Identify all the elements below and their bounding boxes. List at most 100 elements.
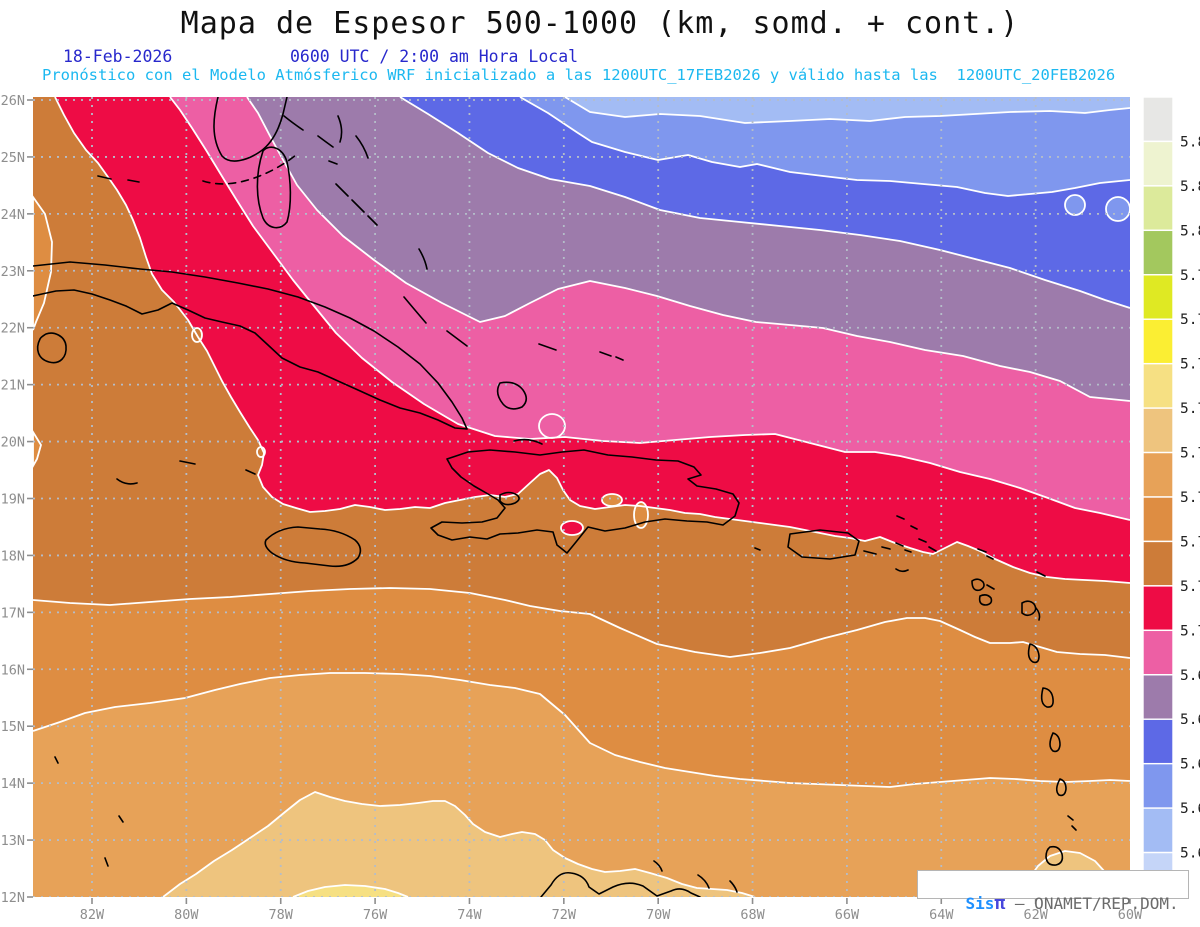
y-axis-label: 20N bbox=[1, 435, 25, 451]
coast-keys-west bbox=[97, 175, 140, 183]
coast-grenadines bbox=[1067, 815, 1077, 831]
colorbar-label: 5.688 bbox=[1180, 668, 1200, 684]
coast-st-vincent bbox=[1055, 778, 1067, 797]
colorbar-segment bbox=[1142, 496, 1174, 543]
x-axis-label: 74W bbox=[457, 907, 482, 923]
coast-st-lucia bbox=[1049, 732, 1061, 753]
coast-andros bbox=[256, 146, 292, 229]
x-axis-label: 64W bbox=[929, 907, 954, 923]
x-axis-label: 80W bbox=[174, 907, 199, 923]
colorbar-label: 5.736 bbox=[1180, 490, 1200, 506]
y-axis-label: 17N bbox=[1, 605, 25, 621]
colorbar-segment bbox=[1142, 362, 1174, 409]
valid-time-label: 0600 UTC / 2:00 am Hora Local bbox=[290, 47, 579, 66]
y-axis-label: 12N bbox=[1, 890, 25, 906]
y-axis-label: 26N bbox=[1, 93, 25, 109]
page-title: Mapa de Espesor 500-1000 (km, somd. + co… bbox=[180, 6, 1020, 41]
coast-cuba bbox=[33, 261, 468, 430]
blob-medorange-hispaniola-1 bbox=[601, 493, 623, 507]
colorbar-segment bbox=[1142, 407, 1174, 454]
colorbar: 5.831 5.819 5.807 5.795 5.783 5.772 5.76 5.748 5… bbox=[1142, 96, 1200, 898]
coast-mona-vieques bbox=[754, 547, 877, 555]
coast-bahamas-small bbox=[283, 115, 624, 361]
colorbar-label: 5.819 bbox=[1180, 179, 1200, 195]
colorbar-segment bbox=[1142, 585, 1174, 632]
y-axis-label: 23N bbox=[1, 264, 25, 280]
contour-5664 bbox=[399, 97, 1130, 309]
coast-isla-juventud bbox=[36, 332, 67, 364]
colorbar-label: 5.712 bbox=[1180, 579, 1200, 595]
colorbar-label: 5.807 bbox=[1180, 223, 1200, 239]
coast-venezuela bbox=[540, 871, 701, 897]
coast-hispaniola bbox=[430, 449, 740, 554]
colorbar-segment bbox=[1142, 229, 1174, 276]
colorbar-label: 5.676 bbox=[1180, 712, 1200, 728]
contour-5652 bbox=[519, 97, 1130, 197]
coastlines bbox=[33, 97, 1077, 897]
colorbar-label: 5.76 bbox=[1180, 401, 1200, 417]
colorbar-label: 5.724 bbox=[1180, 534, 1200, 550]
contour-5688 bbox=[169, 97, 1130, 521]
coast-guadeloupe bbox=[1021, 600, 1041, 621]
y-axis-label: 25N bbox=[1, 150, 25, 166]
coast-florida-keys bbox=[202, 154, 297, 185]
y-axis-label: 18N bbox=[1, 548, 25, 564]
valid-date-label: 18-Feb-2026 bbox=[63, 47, 173, 66]
x-axis-label: 60W bbox=[1118, 907, 1143, 923]
watermark-brand: Sis bbox=[965, 894, 995, 913]
contour-576 bbox=[292, 884, 409, 897]
colorbar-segment bbox=[1142, 96, 1174, 143]
coast-abc-islands bbox=[653, 860, 738, 893]
band-5652-5664 bbox=[520, 97, 1130, 196]
colorbar-segment bbox=[1142, 629, 1174, 676]
y-axis-label: 16N bbox=[1, 662, 25, 678]
contour-564 bbox=[564, 97, 1130, 124]
coast-jamaica bbox=[264, 526, 362, 568]
y-axis-label: 15N bbox=[1, 719, 25, 735]
y-axis-label: 21N bbox=[1, 378, 25, 394]
y-axis-label: 24N bbox=[1, 207, 25, 223]
blob-medorange-left-edge-1 bbox=[33, 195, 53, 331]
coast-gonave bbox=[499, 491, 520, 506]
colorbar-segment bbox=[1142, 185, 1174, 232]
x-axis-label: 76W bbox=[363, 907, 388, 923]
y-axis-label: 19N bbox=[1, 492, 25, 508]
blob-medorange-left-edge-2 bbox=[33, 430, 42, 468]
colorbar-label: 5.7 bbox=[1180, 623, 1200, 639]
colorbar-label: 5.772 bbox=[1180, 357, 1200, 373]
x-axis-label: 78W bbox=[269, 907, 294, 923]
blob-red-in-orange-haiti bbox=[560, 520, 584, 536]
x-axis-label: 82W bbox=[80, 907, 105, 923]
map-plot-area bbox=[33, 97, 1130, 897]
pi-symbol-icon: π bbox=[994, 893, 1006, 914]
contour-5736 bbox=[33, 672, 1130, 788]
colorbar-label: 5.652 bbox=[1180, 801, 1200, 817]
coast-tortuga bbox=[513, 438, 543, 445]
contour-5748 bbox=[162, 791, 756, 897]
contour-5712 bbox=[33, 587, 1130, 659]
coast-grenada bbox=[1045, 845, 1064, 866]
y-axis-label: 14N bbox=[1, 776, 25, 792]
coast-great-inagua bbox=[496, 381, 528, 410]
colorbar-label: 5.64 bbox=[1180, 846, 1200, 862]
colorbar-segment bbox=[1142, 807, 1174, 854]
coast-martinique bbox=[1040, 687, 1054, 708]
band-5748-576-dome bbox=[163, 792, 755, 897]
blob-pink-in-red bbox=[538, 413, 566, 439]
colorbar-segment bbox=[1142, 451, 1174, 498]
x-axis-label: 66W bbox=[835, 907, 860, 923]
x-axis-label: 70W bbox=[646, 907, 671, 923]
colorbar-label: 5.783 bbox=[1180, 312, 1200, 328]
colorbar-segment bbox=[1142, 540, 1174, 587]
coast-antigua-barbuda bbox=[971, 578, 993, 606]
watermark: Sisπ – ONAMET/REP.DOM. bbox=[917, 870, 1189, 914]
coast-leeward-islands bbox=[895, 515, 1046, 590]
blob-lightblue-island-1 bbox=[1064, 194, 1086, 216]
coast-san-andres bbox=[54, 756, 124, 867]
axes: 26N 25N 24N 23N 22N 21N 20N 19N 18N 17N 16N 15N 14N 1… bbox=[1, 93, 1143, 923]
x-axis-label: 62W bbox=[1023, 907, 1048, 923]
grid-lines bbox=[33, 97, 1130, 897]
y-axis-label: 13N bbox=[1, 833, 25, 849]
